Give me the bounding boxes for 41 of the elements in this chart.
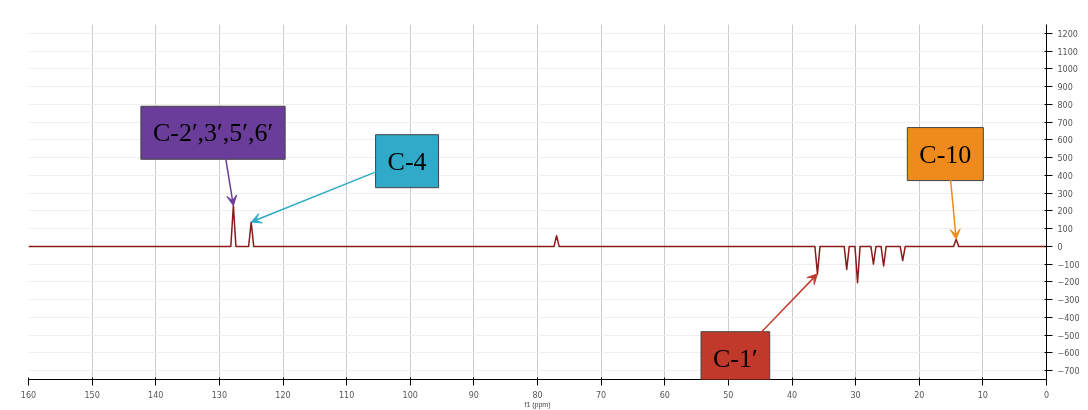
x-tick-label: 60	[659, 390, 670, 400]
y-tick-label: −600	[1057, 349, 1080, 359]
y-tick-label: −500	[1057, 331, 1080, 341]
annotation: C-2′,3′,5′,6′	[152, 118, 274, 148]
annotation: C-10	[919, 139, 972, 169]
y-tick-label: −700	[1057, 367, 1080, 377]
y-tick-label: 200	[1057, 207, 1073, 217]
x-tick-label: 70	[596, 390, 607, 400]
x-tick-label: 120	[275, 390, 291, 400]
y-tick-label: 1100	[1057, 47, 1078, 57]
x-tick-label: 90	[468, 390, 479, 400]
y-tick-label: 700	[1057, 118, 1073, 128]
x-tick-label: 140	[148, 390, 164, 400]
y-tick-label: −200	[1057, 278, 1080, 288]
y-tick-label: 400	[1057, 171, 1073, 181]
x-tick-label: 50	[723, 390, 734, 400]
y-tick-label: 600	[1057, 136, 1073, 146]
y-tick-label: 1000	[1057, 65, 1078, 75]
y-tick-label: 900	[1057, 83, 1073, 93]
x-tick-label: 130	[211, 390, 228, 400]
annotation: C-4	[387, 146, 427, 176]
x-tick-label: 40	[786, 390, 798, 400]
y-tick-label: −100	[1057, 260, 1080, 270]
x-tick-label: 10	[977, 390, 988, 400]
x-tick-label: 110	[338, 390, 355, 400]
x-tick-label: 160	[20, 390, 37, 400]
y-tick-label: 300	[1057, 189, 1073, 199]
x-tick-label: 30	[850, 390, 861, 400]
annotation: C-1′	[713, 343, 758, 373]
y-tick-label: 800	[1057, 100, 1073, 110]
x-tick-label: 80	[532, 390, 543, 400]
x-tick-label: 0	[1043, 390, 1050, 400]
x-tick-label: 20	[914, 390, 925, 400]
y-tick-label: 1200	[1057, 29, 1078, 39]
y-tick-label: 100	[1057, 225, 1073, 235]
x-tick-label: 100	[402, 390, 418, 400]
x-tick-label: 150	[84, 390, 100, 400]
y-tick-label: −400	[1057, 313, 1080, 323]
y-tick-label: −300	[1057, 296, 1080, 306]
y-tick-label: 0	[1057, 242, 1063, 252]
y-tick-label: 500	[1057, 154, 1073, 164]
